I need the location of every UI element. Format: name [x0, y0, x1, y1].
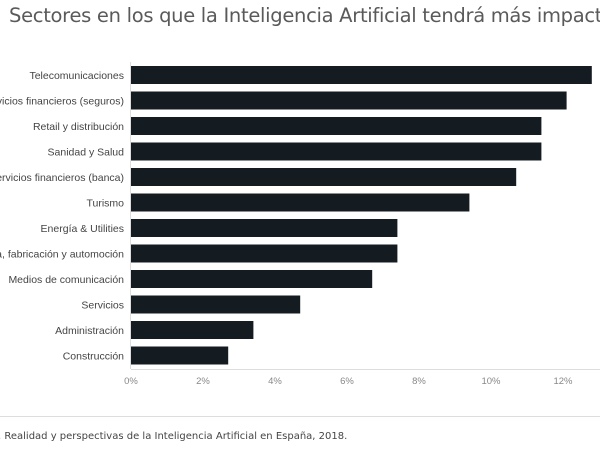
category-label: Servicios financieros (seguros): [0, 96, 124, 108]
category-label: Medios de comunicación: [8, 274, 124, 286]
chart-title: Sectores en los que la Inteligencia Arti…: [9, 4, 600, 27]
bar: [131, 91, 567, 110]
category-label: Turismo: [86, 198, 124, 210]
bar: [131, 346, 229, 365]
source-note: . Realidad y perspectivas de la Intelige…: [0, 431, 348, 442]
category-label: Retail y distribución: [33, 121, 124, 133]
category-label: Construcción: [63, 351, 124, 363]
footer-divider: [0, 416, 600, 417]
bar: [131, 270, 373, 288]
x-tick-label: 10%: [481, 376, 501, 387]
x-tick-label: 6%: [340, 376, 354, 387]
bar: [131, 66, 592, 84]
category-label: Telecomunicaciones: [29, 70, 124, 82]
bar: [131, 295, 301, 314]
category-label: Sanidad y Salud: [48, 147, 125, 159]
x-tick-label: 4%: [268, 376, 282, 387]
category-label: Industria, fabricación y automoción: [0, 249, 124, 261]
category-label: Administración: [55, 325, 124, 337]
category-label: Servicios: [81, 300, 124, 312]
x-tick-label: 8%: [412, 376, 426, 387]
x-tick-label: 0%: [124, 376, 138, 387]
bar: [131, 168, 517, 186]
category-label: Energía & Utilities: [41, 223, 124, 235]
bar: [131, 321, 254, 339]
x-tick-label: 12%: [553, 376, 573, 387]
bar: [131, 219, 398, 237]
bar: [131, 193, 470, 212]
category-label: Servicios financieros (banca): [0, 172, 124, 184]
bar: [131, 142, 542, 161]
bar: [131, 244, 398, 263]
bar: [131, 117, 542, 135]
bar-chart: Telecomunicaciones Servicios financieros …: [0, 62, 600, 387]
x-tick-label: 2%: [196, 376, 210, 387]
